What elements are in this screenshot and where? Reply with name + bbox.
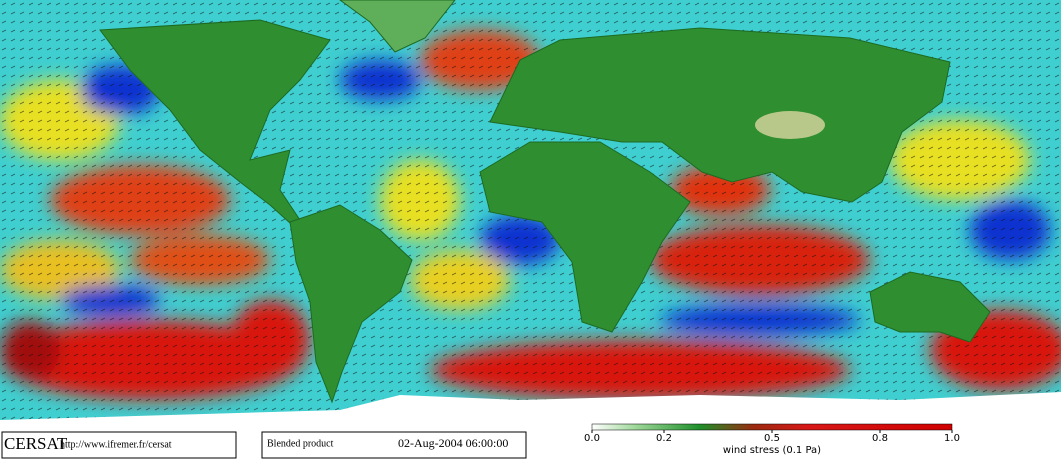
footer-bar: CERSAT http://www.ifremer.fr/cersat Blen… — [0, 423, 1061, 462]
greenland — [339, 0, 456, 53]
antarctica — [0, 392, 1061, 430]
colorbar-tick-label: 0.8 — [872, 433, 888, 444]
logo: CERSAT — [4, 434, 68, 453]
south-america — [289, 204, 413, 404]
colorbar-tick-label: 0.0 — [584, 433, 600, 444]
colorbar-tick-label: 0.5 — [764, 433, 780, 444]
product: Blended product — [267, 438, 334, 449]
timestamp: 02-Aug-2004 06:00:00 — [398, 436, 508, 450]
land — [0, 0, 1061, 430]
logo-box — [1, 431, 237, 459]
tibet — [755, 111, 825, 139]
australia — [869, 271, 991, 343]
africa — [479, 141, 691, 333]
product-box — [261, 431, 527, 459]
colorbar — [591, 423, 953, 431]
colorbar-label: wind stress (0.1 Pa) — [723, 445, 821, 456]
eurasia — [489, 27, 951, 203]
url: http://www.ifremer.fr/cersat — [60, 439, 172, 450]
colorbar-tick-label: 0.2 — [656, 433, 672, 444]
colorbar-tick-label: 1.0 — [944, 433, 960, 444]
